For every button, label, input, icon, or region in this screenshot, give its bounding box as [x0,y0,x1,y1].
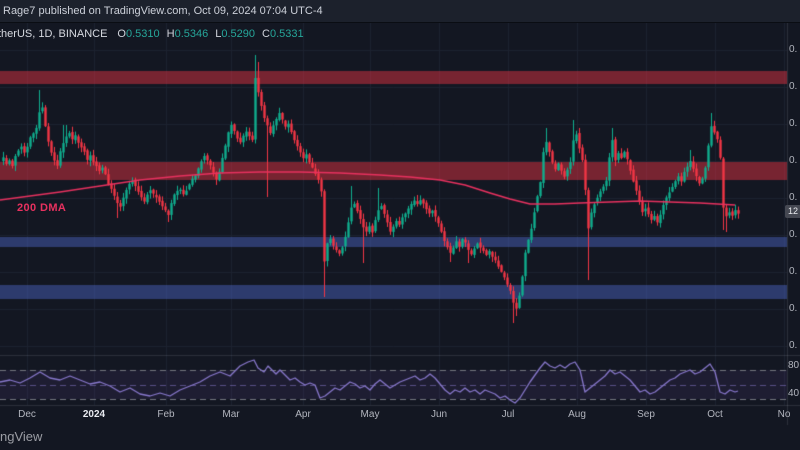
time-axis-label: No [777,409,791,420]
axis-label: 0. [789,44,798,55]
axis-label: 0. [789,118,798,129]
axis-label: 0. [789,303,798,314]
time-axis-label: Apr [295,409,311,420]
time-axis-label: Feb [157,409,175,420]
axis-label: 40 [788,388,800,399]
time-axis-label: Aug [568,409,586,420]
axis-label: 80 [788,360,800,371]
time-axis-label: Jun [430,409,448,420]
time-axis-label: Oct [707,409,723,420]
publish-info: Rage7 published on TradingView.com, Oct … [3,5,323,17]
axis-label: 0. [789,192,798,203]
time-axis-label: 2024 [82,409,106,420]
time-axis-label: Sep [637,409,655,420]
ohlc-pair: O0.5310 [117,28,160,40]
axis-label: 0. [789,266,798,277]
tradingview-logo[interactable]: ngView [0,429,43,444]
axis-label: 0. [789,81,798,92]
dma-label: 200 DMA [17,202,67,214]
ohlc-readout: O0.5310 H0.5346 L0.5290 C0.5331 [117,28,310,40]
symbol-legend: therUS, 1D, BINANCE O0.5310 H0.5346 L0.5290… [0,28,311,40]
ohlc-pair: C0.5331 [262,28,304,40]
time-axis-label: Dec [18,409,36,420]
axis-label: 0. [789,155,798,166]
bar-countdown-label: 12 [785,205,800,218]
publish-bar: Rage7 published on TradingView.com, Oct … [0,0,800,23]
time-axis-label: Jul [501,409,515,420]
ohlc-pair: H0.5346 [166,28,209,40]
countdown-value: 12 [788,206,799,216]
symbol-name: therUS, 1D, BINANCE [0,28,108,40]
time-axis-label: May [360,409,380,420]
time-axis-label: Mar [222,409,240,420]
axis-label: 0. [789,229,798,240]
axis-label: 0. [789,340,798,351]
ohlc-pair: L0.5290 [215,28,256,40]
